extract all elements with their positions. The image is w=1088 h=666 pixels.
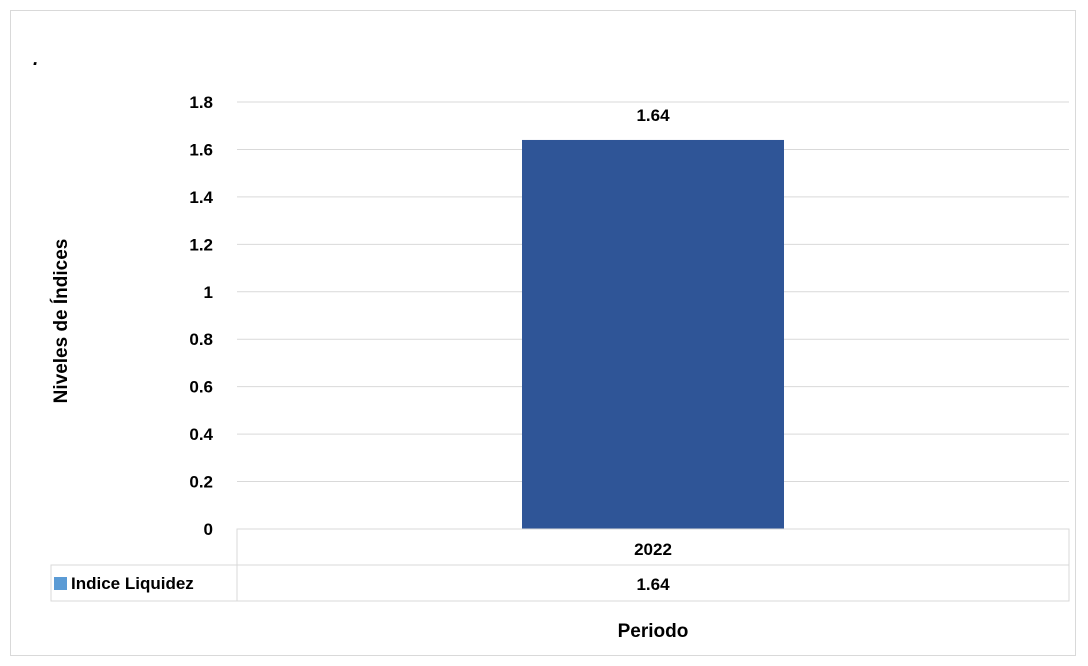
bars [522, 139, 784, 529]
data-label-2022: 1.64 [636, 106, 670, 125]
y-tick-label-1-6: 1.6 [189, 140, 213, 159]
y-tick-labels: 0 0.2 0.4 0.6 0.8 1 1.2 1.4 1.6 1.8 [189, 93, 213, 539]
table-header-2022: 2022 [634, 540, 672, 559]
y-tick-label-1-2: 1.2 [189, 235, 213, 254]
y-tick-label-1-8: 1.8 [189, 93, 213, 112]
y-tick-label-0: 0 [204, 520, 213, 539]
table-value-cell [236, 564, 1070, 602]
x-axis-title: Periodo [618, 621, 689, 642]
corner-mark: . [33, 49, 38, 70]
bar-2022 [522, 139, 784, 529]
table-value-2022: 1.64 [636, 575, 670, 594]
data-labels: 1.64 [636, 106, 670, 125]
data-table: 2022 Indice Liquidez 1.64 [50, 528, 1070, 602]
y-tick-label-0-6: 0.6 [189, 378, 213, 397]
legend-key-swatch [54, 577, 67, 590]
chart-svg: . 0 0.2 0.4 0.6 0.8 1 1.2 1.4 1.6 1.8 Niveles de … [33, 49, 1070, 642]
y-tick-label-0-8: 0.8 [189, 330, 213, 349]
y-tick-label-0-4: 0.4 [189, 425, 213, 444]
y-tick-label-1: 1 [204, 283, 213, 302]
chart-frame: . 0 0.2 0.4 0.6 0.8 1 1.2 1.4 1.6 1.8 Niveles de … [10, 10, 1076, 656]
y-axis-title: Niveles de Índices [50, 239, 72, 404]
y-tick-label-1-4: 1.4 [189, 188, 213, 207]
y-tick-label-0-2: 0.2 [189, 473, 213, 492]
legend-entry-indice-liquidez: Indice Liquidez [71, 574, 194, 593]
